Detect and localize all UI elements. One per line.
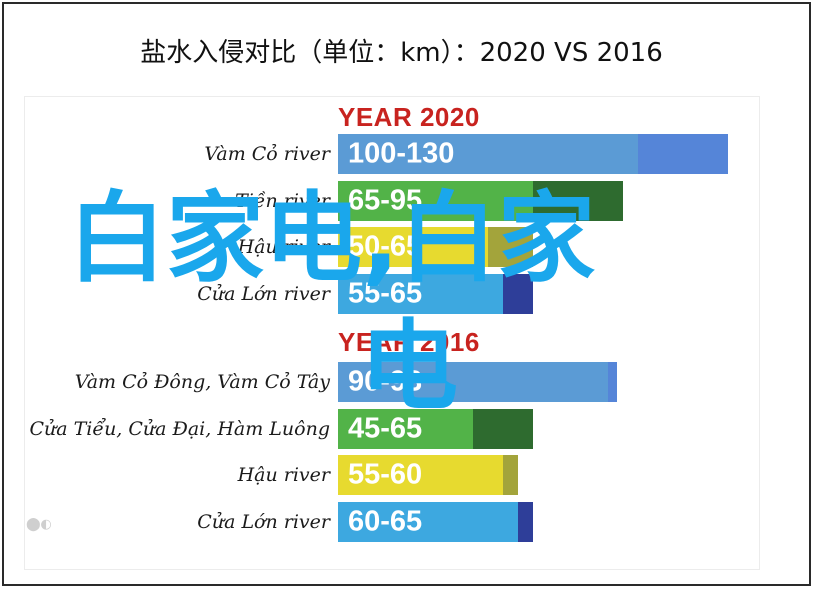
overlay-text-line-1: 白家电,白家 (68, 182, 596, 296)
bar-value-label: 65-95 (348, 184, 423, 216)
bar-segment-min (338, 227, 488, 267)
bar-value-label: 100-130 (348, 137, 455, 170)
bar: 50-65 (338, 227, 533, 267)
bar-segment-range (503, 273, 533, 314)
category-label: Cửa Lớn river (197, 510, 330, 533)
bar-value-label: 50-65 (348, 230, 423, 263)
bar-segment-range (518, 501, 533, 542)
logo-icon: ⬤◐ (26, 517, 52, 532)
bar-value-label: 90-93 (348, 365, 423, 398)
bar-segment-min (338, 501, 518, 542)
category-label: Hậu river (237, 464, 330, 486)
bar: 55-65 (338, 273, 533, 314)
category-label: Vàm Cỏ river (204, 143, 330, 165)
bar-segment-min (338, 455, 503, 495)
overlay-text-line-2: 电 (360, 310, 459, 424)
category-label: Tiền river (235, 189, 330, 212)
bar: 45-65 (338, 408, 533, 449)
bar-segment-min (338, 408, 473, 449)
year-heading: YEAR 2020 (338, 102, 480, 132)
category-label: Hậu river (237, 236, 330, 258)
bar-segment-range (608, 362, 617, 402)
bar-value-label: 45-65 (348, 412, 423, 444)
bar-segment-range (503, 455, 518, 495)
category-label: Cửa Tiểu, Cửa Đại, Hàm Luông (29, 417, 330, 440)
bar-value-label: 60-65 (348, 505, 423, 537)
bar-value-label: 55-65 (348, 277, 423, 309)
bar-segment-min (338, 180, 533, 221)
bar-segment-min (338, 134, 638, 174)
bar-segment-range (488, 227, 533, 267)
bar: 55-60 (338, 455, 518, 495)
year-heading: YEAR 2016 (338, 327, 480, 357)
bar-segment-range (638, 134, 728, 174)
bar-segment-min (338, 362, 608, 402)
bar-segment-min (338, 273, 503, 314)
category-label: Vàm Cỏ Đông, Vàm Cỏ Tây (74, 371, 330, 393)
bar: 100-130 (338, 134, 728, 174)
bar-segment-range (473, 408, 533, 449)
bar-value-label: 55-60 (348, 458, 423, 491)
bar: 60-65 (338, 501, 533, 542)
bar: 65-95 (338, 180, 623, 221)
chart-title: 盐水入侵对比（单位：km）：2020 VS 2016 (140, 38, 663, 68)
category-label: Cửa Lớn river (197, 282, 330, 305)
bar-segment-range (533, 180, 623, 221)
bar: 90-93 (338, 362, 617, 402)
